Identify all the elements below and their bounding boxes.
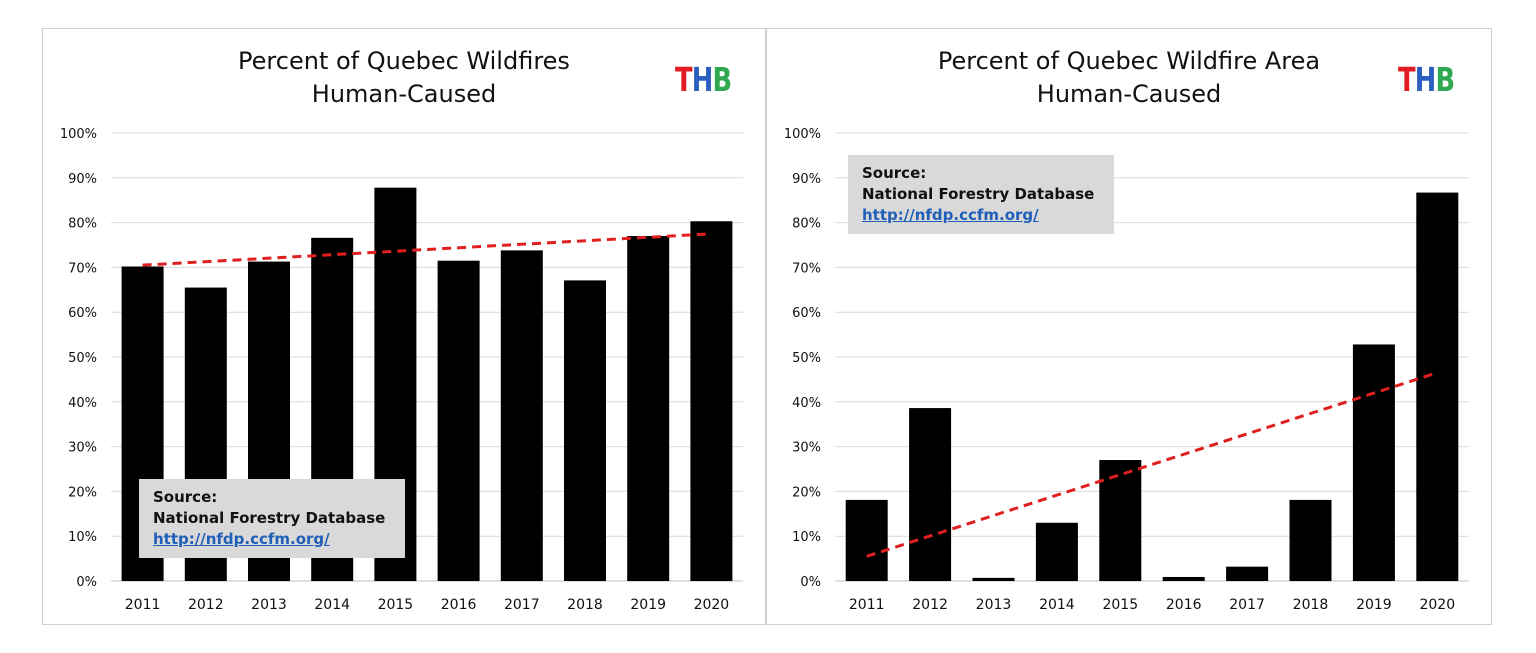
bar-2019 xyxy=(1352,344,1395,581)
thb-logo: THB xyxy=(675,60,733,99)
y-tick-label: 50% xyxy=(68,351,97,366)
source-name: National Forestry Database xyxy=(153,509,386,527)
bar-2018 xyxy=(1289,499,1332,581)
bar-2017 xyxy=(500,250,543,581)
y-tick-label: 80% xyxy=(792,217,821,232)
x-tick-label: 2016 xyxy=(441,597,477,613)
bar-2013 xyxy=(972,577,1015,581)
chart-title-line-1: Percent of Quebec Wildfires xyxy=(238,47,570,75)
y-tick-label: 60% xyxy=(792,306,821,321)
x-tick-label: 2020 xyxy=(694,597,730,613)
bar-2011 xyxy=(845,499,888,581)
y-tick-label: 90% xyxy=(792,172,821,187)
source-name: National Forestry Database xyxy=(862,185,1095,203)
y-tick-label: 90% xyxy=(68,172,97,187)
chart-panel-left: Percent of Quebec Wildfires Human-Caused… xyxy=(42,28,766,625)
source-box: Source: National Forestry Database http:… xyxy=(848,155,1114,234)
y-tick-label: 10% xyxy=(68,530,97,545)
bar-2016 xyxy=(1162,576,1205,581)
bar-2020 xyxy=(1416,192,1459,582)
source-label: Source: xyxy=(153,488,218,506)
y-tick-label: 70% xyxy=(68,261,97,276)
bar-chart-plot: 0% 10% 20% 30% 40% 50% 60% 70% 80% 90% 100% 2011 201… xyxy=(784,127,1469,613)
bar-2012 xyxy=(909,408,952,581)
thb-logo: THB xyxy=(1398,60,1456,99)
y-tick-label: 50% xyxy=(792,351,821,366)
x-tick-label: 2014 xyxy=(314,597,350,613)
bar-2020 xyxy=(690,221,733,582)
logo-letter-h: H xyxy=(1414,60,1437,99)
y-tick-label: 70% xyxy=(792,261,821,276)
logo-letter-h: H xyxy=(691,60,714,99)
y-tick-label: 100% xyxy=(784,127,821,142)
logo-letter-b: B xyxy=(1435,60,1456,99)
x-tick-label: 2020 xyxy=(1419,597,1455,613)
x-tick-label: 2018 xyxy=(1293,597,1329,613)
y-tick-label: 30% xyxy=(68,441,97,456)
x-tick-label: 2019 xyxy=(630,597,666,613)
source-box: Source: National Forestry Database http:… xyxy=(139,479,405,558)
x-tick-label: 2015 xyxy=(378,597,414,613)
logo-letter-t: T xyxy=(675,60,693,99)
y-tick-label: 20% xyxy=(68,485,97,500)
source-link[interactable]: http://nfdp.ccfm.org/ xyxy=(862,206,1039,224)
x-tick-label: 2017 xyxy=(504,597,540,613)
chart-title-line-1: Percent of Quebec Wildfire Area xyxy=(937,47,1321,75)
chart-panel-right: Percent of Quebec Wildfire Area Human-Ca… xyxy=(766,28,1492,625)
x-tick-label: 2015 xyxy=(1102,597,1138,613)
source-link[interactable]: http://nfdp.ccfm.org/ xyxy=(153,530,330,548)
x-tick-label: 2018 xyxy=(567,597,603,613)
chart-title-line-2: Human-Caused xyxy=(311,80,497,108)
x-tick-label: 2014 xyxy=(1039,597,1075,613)
x-tick-label: 2013 xyxy=(251,597,287,613)
x-tick-label: 2011 xyxy=(125,597,161,613)
x-tick-label: 2013 xyxy=(976,597,1012,613)
bar-2018 xyxy=(564,280,606,581)
y-tick-label: 10% xyxy=(792,530,821,545)
y-tick-label: 0% xyxy=(76,575,97,590)
logo-letter-b: B xyxy=(712,60,733,99)
source-label: Source: xyxy=(862,164,927,182)
y-tick-label: 80% xyxy=(68,217,97,232)
y-tick-label: 30% xyxy=(792,441,821,456)
y-tick-label: 40% xyxy=(68,396,97,411)
logo-letter-t: T xyxy=(1398,60,1416,99)
x-tick-label: 2017 xyxy=(1229,597,1265,613)
x-tick-label: 2019 xyxy=(1356,597,1392,613)
x-tick-label: 2016 xyxy=(1166,597,1202,613)
chart-title: Percent of Quebec Wildfire Area Human-Ca… xyxy=(767,45,1491,111)
bar-2014 xyxy=(1035,522,1078,581)
x-tick-label: 2012 xyxy=(912,597,948,613)
x-tick-label: 2012 xyxy=(188,597,224,613)
bar-2015 xyxy=(1099,460,1142,581)
chart-title-line-2: Human-Caused xyxy=(1036,80,1222,108)
y-tick-label: 100% xyxy=(60,127,97,142)
bar-2017 xyxy=(1226,566,1269,581)
chart-title: Percent of Quebec Wildfires Human-Caused xyxy=(43,45,765,111)
y-tick-label: 0% xyxy=(800,575,821,590)
bar-2019 xyxy=(627,236,670,582)
bar-2016 xyxy=(437,260,480,581)
y-tick-label: 20% xyxy=(792,485,821,500)
y-tick-label: 40% xyxy=(792,396,821,411)
y-tick-label: 60% xyxy=(68,306,97,321)
trend-line xyxy=(142,232,712,267)
x-tick-label: 2011 xyxy=(849,597,885,613)
trend-line xyxy=(866,371,1438,558)
